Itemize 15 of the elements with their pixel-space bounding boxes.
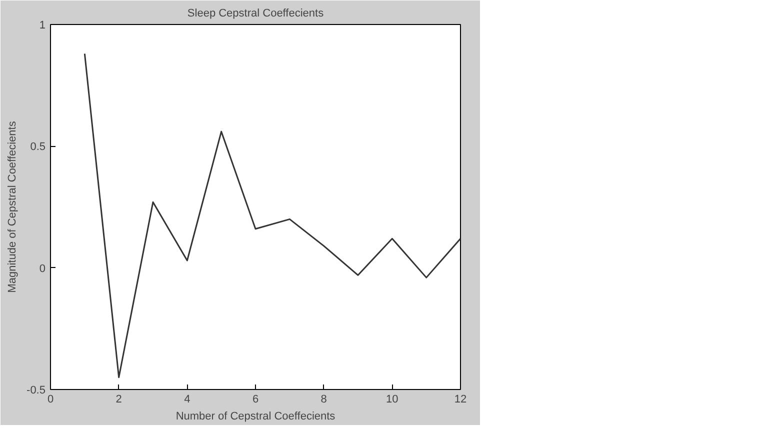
x-tick-label: 12 <box>454 394 467 406</box>
x-tick-label: 8 <box>320 394 327 406</box>
x-tick-label: 4 <box>184 394 190 406</box>
x-axis-title: Number of Cepstral Coeffecients <box>176 410 336 422</box>
x-tick-label: 6 <box>252 394 259 406</box>
x-tick-label: 2 <box>116 394 122 406</box>
y-tick-label: 0 <box>39 262 46 275</box>
y-tick-label: 0.5 <box>30 141 46 154</box>
line-series <box>84 52 460 378</box>
y-axis-title: Magnitude of Cepstral Coeffecients <box>6 120 19 293</box>
x-tick-label: 10 <box>386 394 398 406</box>
y-tick-label: -0.5 <box>26 384 46 396</box>
y-tick-label: 1 <box>39 20 46 32</box>
chart-title: Sleep Cepstral Coeffecients <box>187 8 324 20</box>
x-tick-label: 0 <box>47 394 54 406</box>
